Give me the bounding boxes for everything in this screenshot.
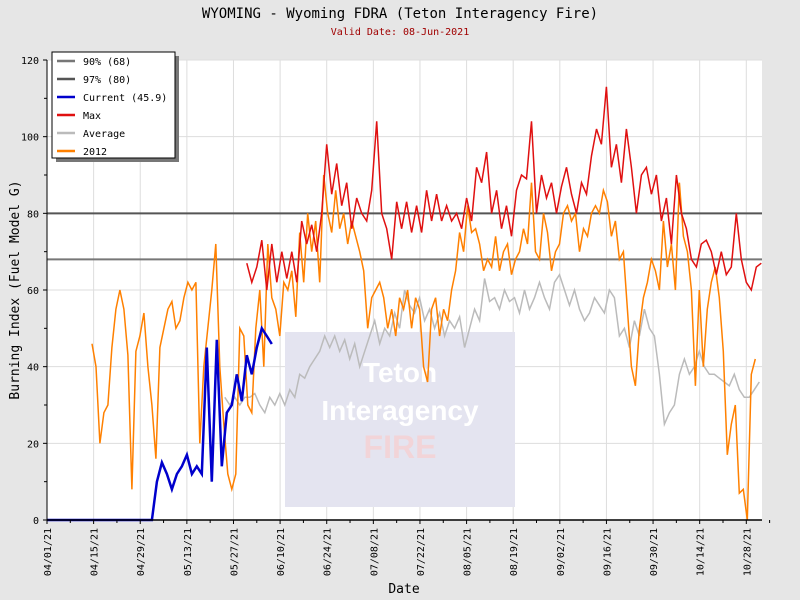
series-lines [47, 86, 762, 522]
x-tick-label: 04/29/21 [136, 528, 147, 576]
x-tick-label: 10/14/21 [696, 528, 707, 576]
x-tick-label: 06/10/21 [276, 528, 287, 576]
x-tick-label: 08/19/21 [509, 528, 520, 576]
series-line-max [246, 86, 762, 292]
watermark-line-3: FIRE [364, 429, 437, 465]
legend-label: Current (45.9) [83, 93, 167, 104]
watermark-line-2: Interagency [321, 395, 479, 426]
y-tick-label: 0 [33, 516, 39, 527]
series-line-2012 [91, 174, 757, 521]
legend-label: 2012 [83, 147, 107, 158]
chart-title: WYOMING - Wyoming FDRA (Teton Interagenc… [201, 6, 599, 22]
x-tick-label: 04/01/21 [43, 528, 54, 576]
x-tick-label: 07/08/21 [369, 528, 380, 576]
legend-label: Average [83, 129, 125, 140]
series-line-average [224, 272, 760, 428]
x-tick-label: 10/28/21 [742, 528, 753, 576]
legend-label: Max [83, 111, 101, 122]
axes: 0 20 40 60 80 100 120 04/01/21 04/15/21 04/29/21 0… [21, 56, 771, 576]
x-tick-label: 07/22/21 [416, 528, 427, 576]
y-axis-label: Burning Index (Fuel Model G) [8, 180, 23, 399]
x-tick-label: 05/13/21 [183, 528, 194, 576]
y-tick-label: 80 [27, 209, 39, 220]
legend-label: 97% (80) [83, 75, 131, 86]
chart-subtitle: Valid Date: 08-Jun-2021 [330, 27, 470, 38]
y-tick-label: 40 [27, 363, 39, 374]
x-tick-label: 09/02/21 [556, 528, 567, 576]
x-tick-label: 08/05/21 [463, 528, 474, 576]
x-tick-label: 04/15/21 [90, 528, 101, 576]
legend-box [51, 51, 176, 159]
x-tick-label: 09/30/21 [649, 528, 660, 576]
y-tick-label: 120 [21, 56, 39, 67]
x-tick-label: 05/27/21 [229, 528, 240, 576]
y-tick-label: 20 [27, 439, 39, 450]
x-tick-label: 06/24/21 [323, 528, 334, 576]
y-tick-label: 100 [21, 133, 39, 144]
x-tick-label: 09/16/21 [602, 528, 613, 576]
legend-label: 90% (68) [83, 57, 131, 68]
watermark-line-1: Teton [363, 357, 437, 388]
watermark: Teton Interagency FIRE [285, 332, 515, 507]
x-axis-label: Date [388, 582, 419, 597]
y-tick-label: 60 [27, 286, 39, 297]
legend: 90% (68) 97% (80) Current (45.9) Max Average… [51, 51, 179, 162]
